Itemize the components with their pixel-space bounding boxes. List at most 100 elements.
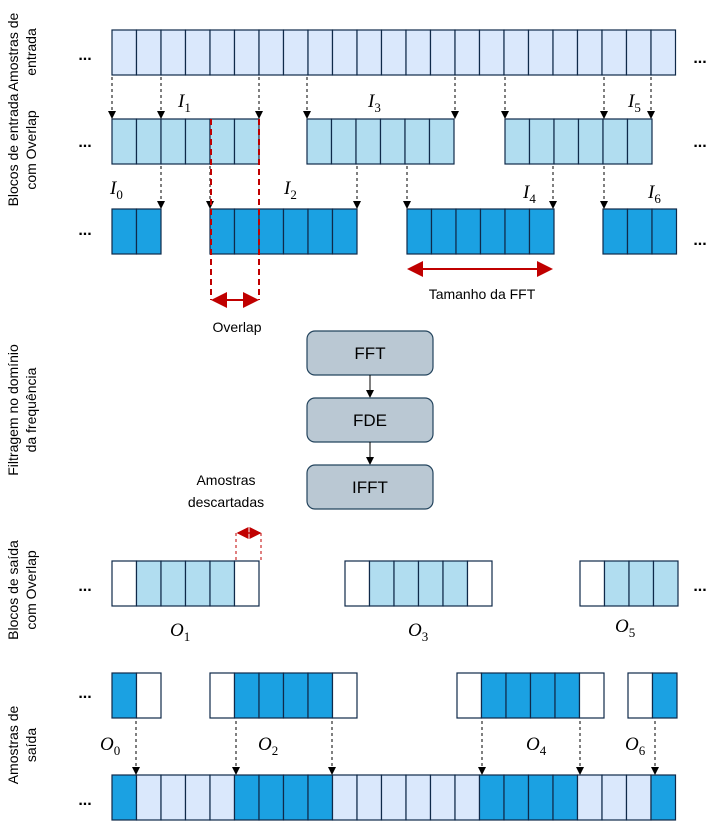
output-block-cell [417,560,444,607]
symbol: I [177,91,186,112]
input-block-cell [577,118,604,165]
output-block-cell [603,560,630,607]
annotation: Overlap [212,319,261,335]
input-block-cell [626,118,653,165]
input-sample [184,29,211,76]
input-label: I3 [367,91,381,115]
input-sample [650,29,677,76]
output-block-cell [209,672,236,719]
output-block-cell [111,672,138,719]
process-label: FDE [353,411,387,430]
input-block-cell [306,118,333,165]
ellipsis: ... [78,685,91,702]
output-block-cell [554,672,581,719]
input-block-cell [233,208,260,255]
row-label: com Overlap [23,550,39,630]
input-sample [552,29,579,76]
subscript: 3 [422,629,429,644]
output-block-cell [368,560,395,607]
input-block-cell [626,208,653,255]
subscript: 0 [116,187,123,202]
output-block-cell [233,560,260,607]
input-block-cell [258,208,285,255]
input-block-cell [428,118,455,165]
subscript: 1 [184,629,191,644]
ellipsis: ... [78,134,91,151]
output-sample [601,774,628,821]
input-sample [160,29,187,76]
input-block-cell [135,208,162,255]
input-block-cell [282,208,309,255]
output-sample [111,774,138,821]
ellipsis: ... [78,47,91,64]
symbol: I [283,178,292,199]
subscript: 3 [374,100,381,115]
symbol: O [100,734,114,755]
output-sample [282,774,309,821]
input-sample [111,29,138,76]
output-block-cell [111,560,138,607]
output-block-cell [480,672,507,719]
input-block-cell [209,208,236,255]
output-block-cell [344,560,371,607]
output-sample [380,774,407,821]
input-block-cell [553,118,580,165]
output-sample [503,774,530,821]
input-block-cell [602,118,629,165]
output-sample [527,774,554,821]
input-sample [429,29,456,76]
row-label: Amostras de [5,12,21,91]
input-block-cell [406,208,433,255]
row-label: Amostras de [5,705,21,784]
output-label: O2 [258,734,278,758]
symbol: I [647,182,656,203]
output-label: O1 [170,620,190,644]
subscript: 6 [639,743,646,758]
input-block-cell [307,208,334,255]
symbol: I [367,91,376,112]
annotation: Amostras [196,472,255,488]
subscript: 1 [184,100,191,115]
output-block-cell [282,672,309,719]
symbol: I [522,182,531,203]
output-block-cell [627,672,654,719]
output-block-cell [233,672,260,719]
symbol: O [408,620,422,641]
row-label: Blocos de saída [5,540,21,640]
output-sample [576,774,603,821]
output-block-cell [331,672,358,719]
output-sample [184,774,211,821]
output-sample [233,774,260,821]
input-block-cell [160,118,187,165]
input-block-cell [184,118,211,165]
input-block-cell [209,118,236,165]
output-sample [625,774,652,821]
input-block-cell [430,208,457,255]
output-block-cell [393,560,420,607]
output-block-cell [209,560,236,607]
output-block-cell [160,560,187,607]
output-sample [454,774,481,821]
output-sample [331,774,358,821]
symbol: I [627,91,636,112]
ellipsis: ... [693,232,706,249]
subscript: 2 [290,187,297,202]
subscript: 4 [540,743,547,758]
row-label: saída [23,728,39,762]
input-block-cell [455,208,482,255]
subscript: 5 [629,625,636,640]
output-block-cell [442,560,469,607]
input-sample [405,29,432,76]
input-block-cell [331,208,358,255]
output-sample [160,774,187,821]
input-sample [503,29,530,76]
output-sample [405,774,432,821]
input-label: I6 [647,182,661,206]
output-label: O5 [615,616,635,640]
subscript: 2 [272,743,279,758]
output-block-cell [628,560,655,607]
input-block-cell [528,118,555,165]
output-block-cell [307,672,334,719]
input-block-cell [602,208,629,255]
output-sample [135,774,162,821]
